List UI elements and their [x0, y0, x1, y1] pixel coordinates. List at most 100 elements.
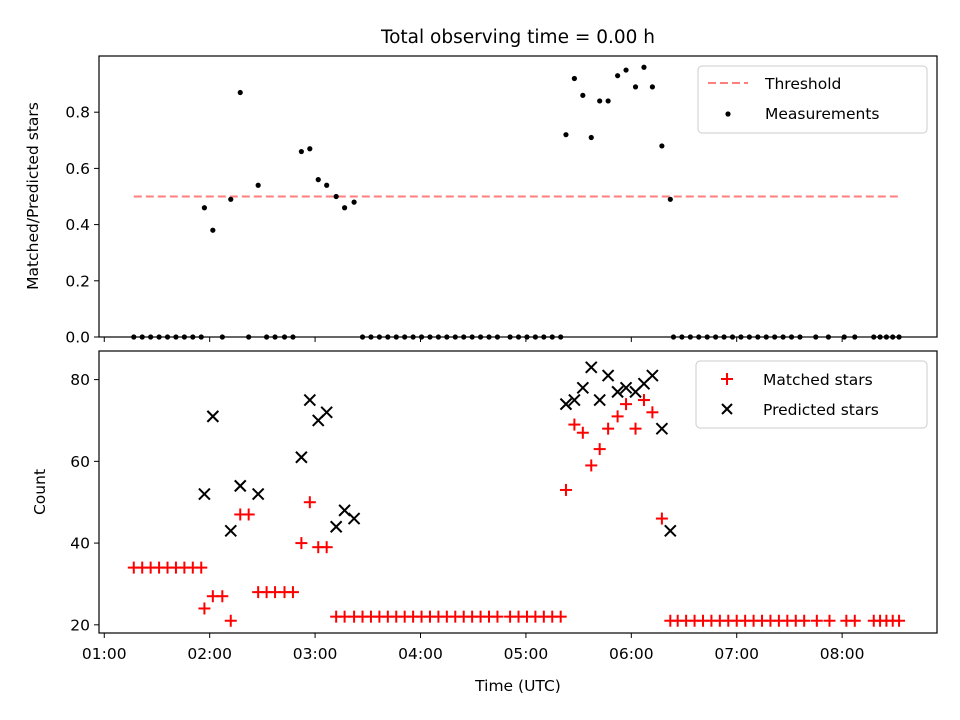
legend-measurements-label: Measurements [765, 105, 880, 123]
measurement-point [333, 193, 339, 200]
top-y-tick-label: 0.4 [65, 216, 90, 234]
figure-title: Total observing time = 0.00 h [380, 27, 655, 48]
matched-star-point [198, 602, 211, 615]
top-plot-frame [98, 55, 938, 338]
matched-star-point [848, 614, 861, 627]
predicted-stars-points [198, 361, 677, 538]
predicted-star-point [206, 410, 220, 423]
bottom-x-tick-label: 07:00 [714, 645, 759, 663]
matched-star-point [554, 610, 567, 623]
matched-star-point [195, 561, 208, 574]
top-y-tick-label: 0.0 [65, 329, 90, 347]
legend-threshold-label: Threshold [764, 75, 841, 93]
matched-star-point [568, 418, 581, 431]
legend-matched-label: Matched stars [763, 371, 873, 389]
top-legend: Threshold Measurements [697, 65, 928, 134]
measurement-point [255, 182, 261, 188]
predicted-star-point [664, 524, 677, 538]
matched-star-point [320, 541, 333, 554]
bottom-y-tick-label: 60 [70, 453, 90, 471]
predicted-star-point [234, 479, 247, 493]
predicted-star-point [568, 393, 581, 407]
matched-star-point [893, 614, 906, 627]
predicted-star-point [198, 487, 211, 501]
matched-star-point [491, 610, 504, 623]
matched-star-point [810, 614, 823, 627]
bottom-y-axis: 20 40 60 80 [70, 371, 99, 634]
bottom-y-tick-label: 80 [70, 371, 90, 389]
matched-star-point [602, 422, 615, 435]
matched-star-point [286, 586, 299, 599]
predicted-star-point [646, 369, 659, 382]
measurement-point [623, 67, 629, 73]
predicted-star-point [601, 369, 615, 382]
matched-star-point [585, 459, 598, 472]
bottom-legend-box [695, 360, 928, 429]
predicted-star-point [593, 393, 606, 407]
matched-star-point [303, 496, 316, 509]
matched-star-point [216, 590, 229, 603]
legend-measurements-swatch [725, 111, 731, 117]
top-legend-box [697, 65, 928, 134]
predicted-star-point [320, 406, 333, 419]
top-panel: 0.00.20.40.60.8 Matched/Predicted stars … [24, 55, 938, 347]
matched-star-point [295, 537, 308, 550]
bottom-x-tick-label: 04:00 [398, 645, 443, 663]
bottom-plot-frame [98, 350, 938, 634]
top-y-tick-label: 0.8 [65, 104, 90, 122]
bottom-y-axis-label: Count [31, 469, 49, 515]
bottom-x-tick-label: 08:00 [820, 645, 865, 663]
top-y-tick-label: 0.6 [65, 160, 90, 178]
bottom-x-tick-label: 01:00 [82, 645, 127, 663]
measurement-point [315, 177, 321, 183]
legend-matched-swatch [721, 373, 733, 385]
measurement-point [228, 196, 234, 202]
matched-star-point [646, 406, 659, 419]
measurement-point [580, 92, 586, 98]
measurement-point [641, 64, 647, 70]
matched-star-point [559, 483, 572, 496]
matched-star-point [242, 508, 255, 521]
bottom-x-axis: 01:00 02:00 03:00 04:00 05:00 06:00 07:00 08:00 [82, 633, 865, 663]
matched-star-point [620, 398, 633, 411]
measurement-point [298, 148, 304, 155]
top-y-axis-label: Matched/Predicted stars [24, 102, 42, 290]
top-y-tick-label: 0.2 [65, 272, 90, 290]
measurement-point [307, 146, 313, 152]
bottom-x-tick-label: 06:00 [609, 645, 654, 663]
measurement-point [563, 132, 569, 138]
legend-predicted-label: Predicted stars [763, 401, 879, 419]
matched-star-point [798, 614, 811, 627]
measurement-point [237, 89, 243, 96]
legend-predicted-swatch [721, 403, 733, 415]
measurement-point [649, 84, 655, 90]
matched-stars-points [127, 394, 906, 627]
predicted-star-point [559, 397, 573, 411]
bottom-x-tick-label: 03:00 [293, 645, 338, 663]
measurement-point [615, 73, 621, 79]
matched-star-point [224, 614, 237, 627]
measurement-point [588, 134, 594, 141]
measurement-point [351, 199, 357, 205]
matched-star-point [637, 394, 650, 407]
measurement-point [571, 75, 577, 82]
predicted-star-point [576, 381, 590, 394]
predicted-star-point [619, 381, 633, 394]
predicted-star-point [303, 393, 317, 407]
bottom-legend: Matched stars Predicted stars [695, 360, 928, 429]
measurement-point [605, 98, 611, 104]
top-y-axis: 0.0 0.2 0.4 0.6 0.8 [65, 104, 99, 347]
top-x-ticks [103, 337, 843, 342]
measurement-point [597, 98, 603, 104]
predicted-star-point [251, 487, 265, 501]
bottom-x-tick-label: 02:00 [187, 645, 232, 663]
matched-star-point [593, 443, 606, 456]
matched-star-point [655, 512, 668, 525]
bottom-y-tick-label: 20 [70, 616, 90, 634]
predicted-star-point [611, 385, 624, 399]
measurement-point [210, 227, 216, 233]
measurement-point [342, 205, 348, 211]
bottom-y-tick-label: 40 [70, 535, 90, 553]
